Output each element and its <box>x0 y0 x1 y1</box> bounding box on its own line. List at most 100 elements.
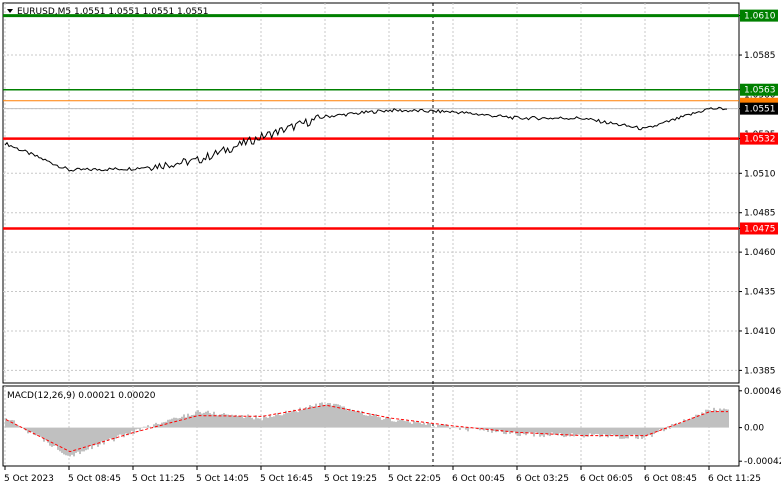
macd-bar <box>103 427 105 445</box>
macd-bar <box>29 427 31 433</box>
macd-bar <box>153 424 155 428</box>
price-tick-label: 1.0410 <box>744 327 776 337</box>
level-tag-label: 1.0475 <box>744 224 776 234</box>
macd-bar <box>615 427 617 437</box>
macd-bar <box>383 419 385 428</box>
macd-bar <box>523 427 525 435</box>
macd-bar <box>655 427 657 433</box>
macd-bar <box>407 420 409 428</box>
macd-tick-label: 0.00 <box>744 424 764 434</box>
macd-bar <box>15 424 17 428</box>
macd-bar <box>699 415 701 428</box>
macd-bar <box>125 427 127 434</box>
macd-bar <box>133 427 135 434</box>
macd-bar <box>537 427 539 434</box>
macd-bar <box>121 427 123 435</box>
macd-bar <box>689 419 691 428</box>
macd-bar <box>691 417 693 428</box>
macd-bar <box>291 411 293 428</box>
macd-bar <box>449 427 451 430</box>
macd-bar <box>281 415 283 428</box>
macd-bar <box>721 409 723 428</box>
macd-bar <box>65 427 67 456</box>
macd-bar <box>23 427 25 429</box>
macd-bar <box>259 418 261 428</box>
macd-bar <box>711 411 713 428</box>
macd-bar <box>669 427 671 429</box>
chevron-down-icon[interactable] <box>7 9 13 13</box>
macd-bar <box>709 410 711 428</box>
macd-bar <box>365 415 367 428</box>
macd-bar <box>43 427 45 442</box>
macd-bar <box>391 421 393 428</box>
macd-bar <box>193 414 195 428</box>
level-tag <box>740 222 778 235</box>
macd-bar <box>155 422 157 428</box>
macd-bar <box>569 427 571 437</box>
macd-bar <box>625 427 627 439</box>
macd-bar <box>435 427 437 429</box>
macd-bar <box>315 403 317 428</box>
macd-bar <box>437 424 439 428</box>
macd-bar <box>521 427 523 433</box>
macd-bar <box>147 425 149 428</box>
macd-bar <box>607 427 609 438</box>
macd-bar <box>185 417 187 428</box>
macd-bar <box>659 427 661 430</box>
macd-bar <box>653 427 655 435</box>
macd-bar <box>345 408 347 428</box>
macd-bar <box>139 427 141 432</box>
main-price-panel[interactable] <box>2 2 740 384</box>
macd-bar <box>287 412 289 428</box>
macd-bar <box>511 427 513 433</box>
macd-bar <box>263 415 265 428</box>
macd-bar <box>183 414 185 428</box>
macd-bar <box>725 409 727 428</box>
macd-bar <box>423 422 425 428</box>
macd-bar <box>651 427 653 437</box>
macd-bar <box>395 421 397 428</box>
macd-bar <box>525 427 527 436</box>
macd-bar <box>175 417 177 428</box>
macd-bar <box>631 427 633 436</box>
macd-bar <box>323 404 325 428</box>
macd-bar <box>197 410 199 428</box>
macd-bar <box>355 411 357 428</box>
macd-bar <box>85 427 87 451</box>
macd-bar <box>171 418 173 428</box>
macd-bar <box>685 420 687 428</box>
macd-bar <box>319 402 321 428</box>
macd-bar <box>233 415 235 428</box>
macd-bar <box>713 407 715 428</box>
macd-tick-label: -0.00042 <box>744 457 781 467</box>
time-tick-label: 5 Oct 14:05 <box>196 474 249 484</box>
macd-bar <box>105 427 107 441</box>
macd-bar <box>671 424 673 428</box>
macd-bar <box>167 419 169 428</box>
macd-bar <box>283 414 285 428</box>
macd-bar <box>177 418 179 428</box>
macd-bar <box>427 422 429 428</box>
level-tag <box>740 83 778 96</box>
macd-bar <box>687 420 689 428</box>
macd-bar <box>203 412 205 428</box>
macd-bar <box>173 417 175 428</box>
macd-bar <box>349 408 351 428</box>
macd-bar <box>181 416 183 428</box>
macd-bar <box>265 417 267 428</box>
macd-bar <box>255 415 257 428</box>
macd-bar <box>717 412 719 428</box>
macd-bar <box>73 427 75 457</box>
macd-bar <box>109 427 111 439</box>
macd-bar <box>485 427 487 430</box>
macd-bar <box>387 416 389 428</box>
macd-bar <box>357 410 359 428</box>
macd-bar <box>509 427 511 434</box>
macd-bar <box>453 426 455 428</box>
macd-bar <box>667 426 669 428</box>
macd-bar <box>617 427 619 437</box>
macd-bar <box>377 417 379 428</box>
macd-bar <box>389 418 391 428</box>
